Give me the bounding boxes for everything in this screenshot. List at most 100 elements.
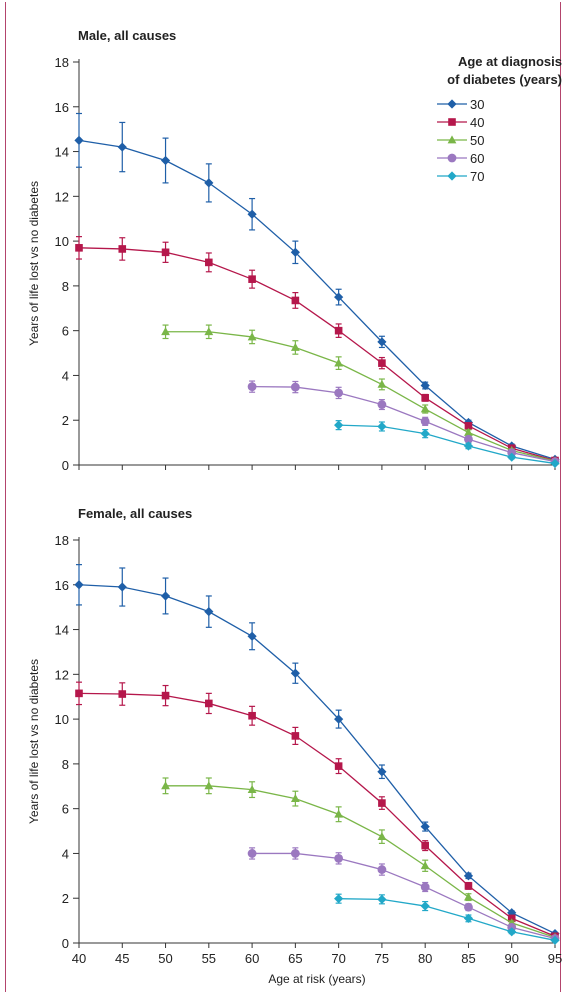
x-tick-label: 45 <box>115 951 129 966</box>
x-tick-label: 60 <box>245 951 259 966</box>
series-40 <box>75 236 559 465</box>
data-point <box>420 416 430 426</box>
data-point <box>334 326 343 335</box>
data-point <box>464 902 473 912</box>
data-point <box>420 429 430 439</box>
legend-label: 40 <box>470 115 484 130</box>
data-point <box>334 762 343 770</box>
series-40 <box>75 681 559 941</box>
y-tick-label: 0 <box>62 936 69 951</box>
legend-marker <box>447 153 457 163</box>
data-point <box>204 178 214 188</box>
y-tick-label: 0 <box>62 458 69 473</box>
data-point <box>117 142 127 152</box>
legend-item-70: 70 <box>437 169 484 184</box>
data-point <box>464 422 473 430</box>
data-point <box>205 699 213 708</box>
data-point <box>161 691 170 700</box>
data-point <box>463 913 474 923</box>
data-point <box>507 927 517 937</box>
data-point <box>161 781 170 790</box>
series-line <box>338 898 556 941</box>
series-line <box>338 424 556 465</box>
x-tick-label: 50 <box>158 951 172 966</box>
x-tick-label: 70 <box>331 951 345 966</box>
y-tick-label: 18 <box>55 55 69 70</box>
data-point <box>420 404 430 413</box>
data-point <box>464 882 473 890</box>
legend-label: 30 <box>470 97 484 112</box>
series-60 <box>247 380 560 467</box>
x-tick-label: 40 <box>72 951 86 966</box>
panel-title: Male, all causes <box>78 28 176 43</box>
y-tick-label: 12 <box>55 189 69 204</box>
data-point <box>420 380 430 391</box>
data-point <box>205 258 213 267</box>
series-line <box>165 785 556 939</box>
data-point <box>464 434 473 444</box>
data-point <box>290 247 300 257</box>
series-line <box>252 852 556 940</box>
data-point <box>334 388 344 398</box>
series-30 <box>74 112 560 465</box>
x-axis-title: Age at risk (years) <box>268 972 365 986</box>
y-tick-label: 10 <box>55 234 69 249</box>
data-point <box>291 732 300 740</box>
y-tick-label: 8 <box>62 757 69 772</box>
series-line <box>78 584 556 935</box>
data-point <box>248 275 256 283</box>
data-point <box>75 244 83 252</box>
y-tick-label: 2 <box>62 413 69 428</box>
data-point <box>377 400 387 409</box>
data-point <box>247 631 257 641</box>
series-line <box>78 139 556 461</box>
data-point <box>118 245 127 253</box>
x-tick-label: 85 <box>461 951 475 966</box>
data-point <box>290 382 300 392</box>
data-point <box>290 668 300 678</box>
data-point <box>507 452 517 462</box>
data-point <box>204 781 214 790</box>
data-point <box>290 793 300 802</box>
legend-marker <box>447 99 457 109</box>
data-point <box>161 327 170 336</box>
x-tick-label: 75 <box>375 951 389 966</box>
legend-marker <box>447 135 457 144</box>
data-point <box>463 441 474 451</box>
data-point <box>420 882 430 892</box>
data-point <box>291 296 300 305</box>
x-tick-label: 55 <box>202 951 216 966</box>
series-70 <box>334 893 560 945</box>
figure-frame <box>5 2 561 992</box>
y-tick-label: 2 <box>62 891 69 906</box>
data-point <box>75 689 83 698</box>
data-point <box>421 841 429 850</box>
panel-male: Male, all causes 0 2 4 6 8 10 12 14 16 18 Years of … <box>27 28 562 473</box>
panel-title: Female, all causes <box>78 506 192 521</box>
data-point <box>247 332 257 341</box>
data-point <box>378 359 386 367</box>
legend-title: Age at diagnosis <box>458 54 562 69</box>
data-point <box>74 135 84 145</box>
data-point <box>507 908 517 918</box>
data-point <box>421 394 429 402</box>
data-point <box>377 421 387 432</box>
legend: Age at diagnosis of diabetes (years) 30 40 5… <box>437 54 562 184</box>
data-point <box>334 894 344 904</box>
data-point <box>204 607 214 617</box>
x-tick-label: 90 <box>504 951 518 966</box>
panel-female: Female, all causes 0 2 4 6 8 10 12 14 16 18 40 45 50 5… <box>27 506 562 986</box>
data-point <box>117 582 127 592</box>
series-line <box>165 331 556 462</box>
y-tick-label: 12 <box>55 667 69 682</box>
data-point <box>334 420 344 430</box>
data-point <box>377 379 387 388</box>
data-point <box>334 292 344 302</box>
y-tick-label: 6 <box>62 802 69 817</box>
data-point <box>290 849 300 858</box>
data-point <box>420 861 430 870</box>
y-axis-title: Years of life lost vs no diabetes <box>27 181 41 346</box>
data-point <box>247 785 257 794</box>
data-point <box>420 821 430 832</box>
data-point <box>420 901 430 911</box>
